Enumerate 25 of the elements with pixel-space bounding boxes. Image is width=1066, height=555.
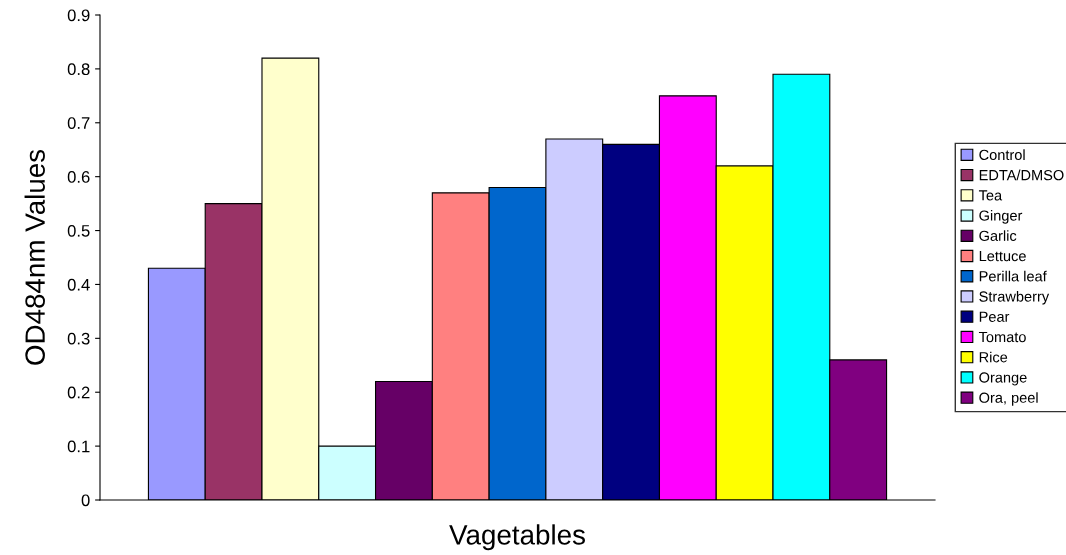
- legend-label: Garlic: [979, 230, 1017, 241]
- legend-label: Pear: [979, 311, 1010, 322]
- legend-label: Tea: [978, 190, 1003, 201]
- y-tick-label: 0.4: [67, 278, 90, 291]
- y-tick-label: 0.8: [67, 63, 90, 76]
- legend-label: Rice: [979, 351, 1008, 363]
- legend-label: Strawberry: [979, 290, 1050, 305]
- legend-label: Tomato: [978, 331, 1026, 343]
- legend-label: Control: [979, 149, 1025, 161]
- y-tick-label: 0: [81, 494, 90, 507]
- y-tick-label: 0.1: [67, 440, 90, 453]
- legend-label: Lettuce: [979, 251, 1026, 262]
- legend-label: Orange: [979, 372, 1027, 386]
- y-tick-label: 0.7: [67, 117, 90, 129]
- x-axis-title: Vagetables: [449, 524, 585, 551]
- legend-label: Perilla leaf: [979, 270, 1047, 282]
- y-tick-label: 0.5: [67, 224, 90, 237]
- y-axis-title: OD484nm Values: [24, 149, 45, 365]
- y-tick-label: 0.9: [67, 9, 90, 22]
- legend-label: Ginger: [979, 210, 1023, 224]
- legend-label: Ora, peel: [979, 392, 1038, 406]
- legend-label: EDTA/DMSO: [979, 169, 1064, 181]
- y-tick-label: 0.6: [67, 171, 90, 183]
- y-tick-label: 0.2: [67, 386, 90, 399]
- y-tick-label: 0.3: [67, 332, 90, 345]
